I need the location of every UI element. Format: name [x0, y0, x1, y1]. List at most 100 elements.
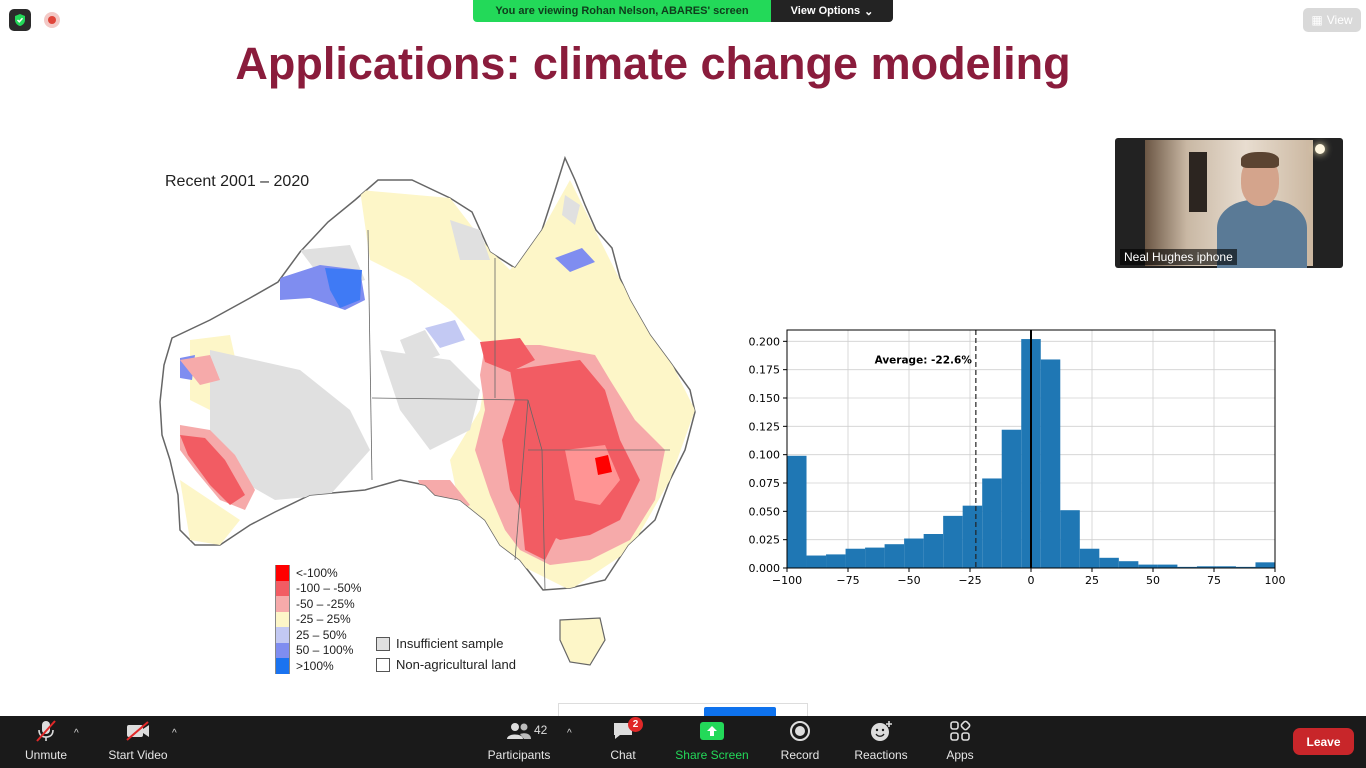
participants-icon: 42	[506, 716, 547, 746]
participants-label: Participants	[487, 748, 551, 762]
histogram-bar	[923, 534, 944, 568]
person-hair	[1241, 152, 1279, 168]
legend-label: 50 – 100%	[296, 643, 354, 658]
record-label: Record	[780, 748, 820, 762]
unmute-button[interactable]: Unmute	[20, 716, 72, 768]
legend-item: -50 – -25%	[275, 596, 361, 612]
legend-item: Non-agricultural land	[376, 654, 516, 675]
histogram-bar	[1157, 564, 1178, 568]
histogram-bar	[1138, 564, 1158, 568]
apps-icon	[949, 716, 971, 746]
video-feed	[1145, 140, 1325, 268]
legend-swatch	[275, 611, 290, 627]
video-options-caret-icon[interactable]: ^	[172, 728, 177, 739]
chart-reference-lines	[975, 330, 1032, 568]
legend-item: -100 – -50%	[275, 580, 361, 596]
legend-label: >100%	[296, 658, 334, 673]
x-tick-label: 100	[1265, 574, 1286, 587]
x-tick-label: −50	[897, 574, 920, 587]
reactions-button[interactable]: Reactions	[850, 716, 912, 768]
y-tick-label: 0.200	[749, 335, 781, 348]
view-label: View	[1326, 13, 1353, 27]
histogram-bar	[806, 555, 827, 568]
average-annotation: Average: -22.6%	[875, 355, 973, 367]
histogram-bar	[845, 548, 866, 568]
slide-title: Applications: climate change modeling	[235, 38, 1071, 89]
australia-map	[159, 157, 696, 666]
legend-label: -50 – -25%	[296, 596, 355, 611]
reactions-icon	[869, 716, 893, 746]
histogram-bar	[1040, 359, 1061, 568]
view-options-button[interactable]: View Options ⌄	[771, 0, 893, 22]
participants-button[interactable]: 42 Participants	[484, 716, 554, 768]
x-tick-label: 75	[1207, 574, 1221, 587]
legend-swatch	[275, 580, 290, 596]
x-tick-label: −25	[958, 574, 981, 587]
y-tick-label: 0.025	[749, 534, 781, 547]
view-options-label: View Options	[790, 5, 861, 17]
histogram-chart: −100 −75 −50 −25 0 25 50 75 100 0.000 0.025 0.050 0.…	[749, 329, 1286, 587]
wall-picture	[1189, 152, 1207, 212]
participants-count: 42	[534, 723, 548, 737]
shared-screen-tab-strip	[558, 703, 808, 718]
y-tick-label: 0.150	[749, 392, 781, 405]
histogram-bar	[1060, 510, 1080, 568]
chart-axes: −100 −75 −50 −25 0 25 50 75 100 0.000 0.025 0.050 0.…	[749, 329, 1286, 587]
active-tab-indicator	[704, 707, 776, 718]
apps-label: Apps	[946, 748, 974, 762]
legend-label: <-100%	[296, 565, 338, 580]
leave-button[interactable]: Leave	[1293, 728, 1354, 755]
map-title: Recent 2001 – 2020	[165, 173, 310, 190]
reactions-label: Reactions	[854, 748, 908, 762]
viewing-screen-text: You are viewing Rohan Nelson, ABARES' sc…	[473, 0, 771, 22]
histogram-bar	[1255, 562, 1275, 568]
chat-button[interactable]: 2 Chat	[603, 716, 643, 768]
histogram-bar	[1001, 429, 1022, 568]
view-layout-button[interactable]: ▦ View	[1303, 8, 1361, 32]
map-legend: <-100% -100 – -50% -50 – -25% -25 – 25% …	[275, 565, 361, 674]
x-tick-label: −75	[836, 574, 859, 587]
share-screen-button[interactable]: Share Screen	[672, 716, 752, 768]
chat-badge: 2	[628, 717, 643, 732]
security-shield-icon[interactable]	[9, 9, 31, 31]
legend-swatch	[376, 636, 390, 651]
y-tick-label: 0.175	[749, 364, 781, 377]
chevron-down-icon: ⌄	[864, 5, 874, 18]
legend-item: Insufficient sample	[376, 633, 516, 654]
histogram-bar	[982, 478, 1002, 568]
participant-name: Neal Hughes iphone	[1120, 249, 1237, 265]
share-screen-label: Share Screen	[675, 748, 749, 762]
participants-options-caret-icon[interactable]: ^	[567, 728, 572, 739]
legend-item: <-100%	[275, 565, 361, 581]
record-button[interactable]: Record	[776, 716, 824, 768]
histogram-bar	[943, 515, 963, 568]
start-video-label: Start Video	[108, 748, 168, 762]
legend-swatch	[275, 627, 290, 643]
apps-button[interactable]: Apps	[940, 716, 980, 768]
histogram-bar	[1216, 566, 1236, 568]
recording-indicator-icon	[44, 12, 60, 28]
legend-swatch	[275, 658, 290, 674]
legend-item: >100%	[275, 658, 361, 674]
histogram-bar	[865, 547, 885, 568]
start-video-button[interactable]: Start Video	[104, 716, 172, 768]
x-tick-label: 25	[1085, 574, 1099, 587]
legend-swatch	[275, 565, 290, 581]
legend-label: Non-agricultural land	[396, 657, 516, 672]
unmute-label: Unmute	[24, 748, 68, 762]
legend-label: 25 – 50%	[296, 627, 347, 642]
participant-video-tile[interactable]: Neal Hughes iphone	[1115, 138, 1343, 268]
legend-item: 50 – 100%	[275, 642, 361, 658]
x-tick-label: −100	[772, 574, 802, 587]
map-legend-secondary: Insufficient sample Non-agricultural lan…	[376, 633, 516, 675]
screen-share-banner: You are viewing Rohan Nelson, ABARES' sc…	[473, 0, 893, 22]
histogram-bar	[962, 505, 983, 568]
share-screen-icon	[699, 716, 725, 746]
audio-options-caret-icon[interactable]: ^	[74, 728, 79, 739]
histogram-bar	[1118, 561, 1139, 568]
legend-item: 25 – 50%	[275, 627, 361, 643]
chat-label: Chat	[610, 748, 636, 762]
histogram-bar	[1079, 548, 1100, 568]
ceiling-light	[1315, 144, 1325, 154]
microphone-muted-icon	[34, 716, 58, 746]
